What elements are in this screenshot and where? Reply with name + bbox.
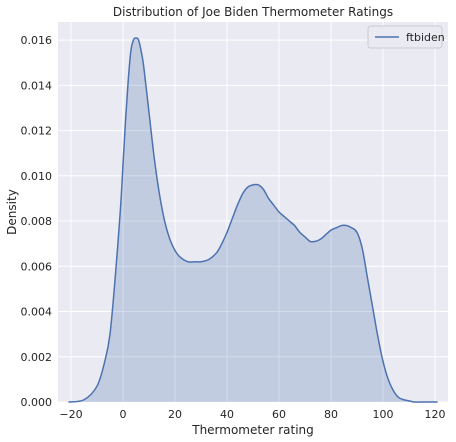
- y-gridlines: [58, 39, 448, 403]
- y-tick-label: 0.014: [21, 79, 53, 92]
- x-tick-label: 120: [425, 408, 446, 421]
- x-axis-title: Thermometer rating: [191, 423, 314, 437]
- series-layer: [68, 37, 438, 403]
- y-tick-label: 0.012: [21, 125, 53, 138]
- x-tick-label: 20: [168, 408, 182, 421]
- x-tick-label: 60: [272, 408, 286, 421]
- x-tick-label: 100: [373, 408, 394, 421]
- legend-box: [367, 25, 443, 49]
- y-tick-label: 0.004: [21, 306, 53, 319]
- x-tick-label: 0: [120, 408, 127, 421]
- x-tick-labels: −20 0 20 40 60 80 100 120: [59, 408, 445, 421]
- y-tick-label: 0.006: [21, 260, 53, 273]
- density-area-fill: [68, 37, 438, 403]
- y-tick-label: 0.010: [21, 170, 53, 183]
- x-tick-label: 40: [220, 408, 234, 421]
- y-tick-label: 0.016: [21, 34, 53, 47]
- legend-label: ftbiden: [406, 31, 445, 44]
- density-line: [68, 37, 438, 403]
- x-tick-label: −20: [59, 408, 82, 421]
- y-tick-label: 0.002: [21, 351, 53, 364]
- y-tick-label: 0.000: [21, 396, 53, 409]
- y-tick-label: 0.008: [21, 215, 53, 228]
- chart-title: Distribution of Joe Biden Thermometer Ra…: [113, 5, 393, 19]
- y-tick-labels: 0.000 0.002 0.004 0.006 0.008 0.010 0.012 0.014…: [21, 34, 53, 409]
- x-tick-label: 80: [324, 408, 338, 421]
- legend: ftbiden: [367, 25, 445, 49]
- y-axis-title: Density: [5, 189, 19, 235]
